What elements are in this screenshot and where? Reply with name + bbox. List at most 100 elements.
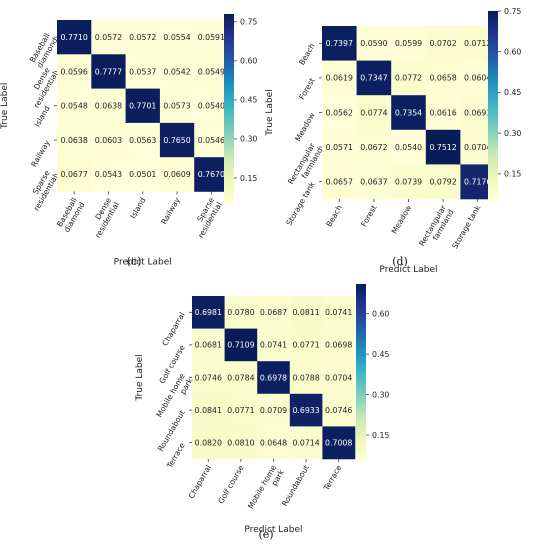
heatmap-cell bbox=[192, 361, 225, 395]
cell-value-label: 0.0548 bbox=[61, 102, 88, 111]
y-tick-label: Railway bbox=[29, 138, 52, 168]
heatmap-cell bbox=[159, 54, 195, 89]
cell-value-label: 0.7347 bbox=[360, 74, 387, 83]
colorbar bbox=[356, 284, 366, 462]
heatmap-cell bbox=[289, 426, 323, 460]
y-tick-label: Beach bbox=[297, 42, 317, 67]
heatmap-cell bbox=[356, 60, 392, 96]
cell-value-label: 0.0571 bbox=[326, 143, 353, 152]
x-tick-label-line: Island bbox=[128, 196, 147, 220]
heatmap-cell bbox=[356, 95, 392, 131]
cell-value-label: 0.0562 bbox=[326, 108, 353, 117]
cell-value-label: 0.0771 bbox=[292, 341, 319, 350]
cell-value-label: 0.7670 bbox=[198, 170, 225, 179]
y-tick-label-line: Forest bbox=[297, 76, 316, 101]
colorbar bbox=[488, 11, 498, 201]
cell-value-label: 0.0599 bbox=[395, 39, 422, 48]
x-tick-label-line: Forest bbox=[359, 203, 378, 228]
y-tick-label: Storage tank bbox=[284, 180, 317, 227]
heatmap-cell bbox=[125, 54, 161, 89]
heatmap-cell bbox=[322, 328, 356, 362]
heatmap-cell bbox=[322, 393, 356, 427]
cell-value-label: 0.0540 bbox=[395, 143, 422, 152]
x-tick-label: Roundabout bbox=[280, 463, 311, 507]
colorbar-tick-label: 0.45 bbox=[240, 96, 257, 105]
y-tick-label: Chaparral bbox=[160, 311, 186, 348]
heatmap-cell bbox=[57, 157, 92, 192]
y-tick-label-line: Storage tank bbox=[284, 180, 317, 227]
cell-value-label: 0.0572 bbox=[129, 33, 156, 42]
x-tick-label-line: Storage tank bbox=[450, 203, 483, 250]
cell-value-label: 0.0780 bbox=[227, 308, 254, 317]
cell-value-label: 0.7777 bbox=[95, 67, 122, 76]
x-tick-label: Golf course bbox=[216, 463, 246, 505]
heatmap-cell bbox=[125, 157, 161, 192]
heatmap-cell bbox=[91, 88, 126, 124]
cell-value-label: 0.0672 bbox=[360, 143, 387, 152]
colorbar-tick-label: 0.15 bbox=[240, 174, 257, 183]
cell-value-label: 0.0681 bbox=[195, 341, 222, 350]
cell-value-label: 0.0841 bbox=[195, 406, 222, 415]
cell-value-label: 0.0596 bbox=[61, 67, 88, 76]
cell-value-label: 0.0537 bbox=[129, 67, 156, 76]
cell-value-label: 0.6978 bbox=[260, 373, 287, 382]
x-tick-label: Sparseresidential bbox=[188, 196, 224, 240]
heatmap-cell bbox=[257, 361, 291, 395]
heatmap-cell bbox=[425, 26, 461, 61]
colorbar-tick-label: 0.30 bbox=[504, 129, 521, 138]
cell-value-label: 0.7109 bbox=[227, 341, 254, 350]
colorbar-tick-label: 0.75 bbox=[504, 7, 521, 16]
cell-value-label: 0.0563 bbox=[129, 136, 156, 145]
cell-value-label: 0.0687 bbox=[260, 308, 287, 317]
cell-value-label: 0.0810 bbox=[227, 439, 254, 448]
cell-value-label: 0.0771 bbox=[227, 406, 254, 415]
heatmap-cell bbox=[159, 122, 195, 158]
cell-value-label: 0.0637 bbox=[360, 178, 387, 187]
x-tick-label: Forest bbox=[359, 203, 378, 228]
colorbar bbox=[224, 14, 234, 204]
x-tick-label: Mobile homepark bbox=[246, 463, 286, 515]
x-axis-title: Predict Label bbox=[379, 265, 437, 275]
colorbar-tick-label: 0.15 bbox=[372, 431, 389, 440]
heatmap-cell bbox=[257, 296, 291, 329]
heatmap-cell bbox=[159, 20, 195, 55]
colorbar-tick-label: 0.75 bbox=[240, 18, 257, 27]
cell-value-label: 0.7176 bbox=[464, 178, 491, 187]
heatmap-cell bbox=[57, 88, 92, 124]
cell-value-label: 0.0638 bbox=[95, 102, 122, 111]
cell-value-label: 0.0704 bbox=[325, 373, 352, 382]
cell-value-label: 0.0712 bbox=[464, 39, 491, 48]
cell-value-label: 0.0616 bbox=[429, 108, 456, 117]
cell-value-label: 0.0543 bbox=[95, 170, 122, 179]
y-tick-label-line: Meadow bbox=[293, 111, 317, 143]
cell-value-label: 0.0590 bbox=[360, 39, 387, 48]
cell-value-label: 0.0741 bbox=[325, 308, 352, 317]
heatmap-cell bbox=[194, 157, 229, 192]
cell-value-label: 0.0546 bbox=[198, 136, 225, 145]
heatmap-cell bbox=[257, 393, 291, 427]
y-tick-label: Denseresidential bbox=[24, 66, 60, 110]
cell-value-label: 0.0658 bbox=[429, 74, 456, 83]
x-tick-label: Meadow bbox=[390, 204, 414, 236]
heatmap-cell bbox=[322, 60, 357, 96]
cell-value-label: 0.7710 bbox=[61, 33, 88, 42]
cell-value-label: 0.0792 bbox=[429, 178, 456, 187]
x-tick-label: Beach bbox=[324, 203, 344, 228]
x-tick-label: Terrace bbox=[321, 463, 343, 493]
colorbar-tick-label: 0.30 bbox=[372, 390, 389, 399]
heatmap-cell bbox=[192, 328, 225, 362]
x-tick-label: Railway bbox=[159, 196, 182, 226]
heatmap-cell bbox=[289, 296, 323, 329]
heatmap-cell bbox=[192, 393, 225, 427]
cell-value-label: 0.0549 bbox=[198, 67, 225, 76]
heatmap-cell bbox=[57, 122, 92, 158]
colorbar-tick-label: 0.60 bbox=[240, 57, 257, 66]
cell-value-label: 0.7512 bbox=[429, 143, 456, 152]
y-tick-label: Sparseresidential bbox=[24, 169, 60, 213]
cell-value-label: 0.7008 bbox=[325, 439, 352, 448]
y-axis-title: True Label bbox=[0, 83, 10, 130]
heatmap-cell bbox=[257, 328, 291, 362]
heatmap-cell bbox=[224, 426, 258, 460]
cell-value-label: 0.7354 bbox=[395, 108, 422, 117]
